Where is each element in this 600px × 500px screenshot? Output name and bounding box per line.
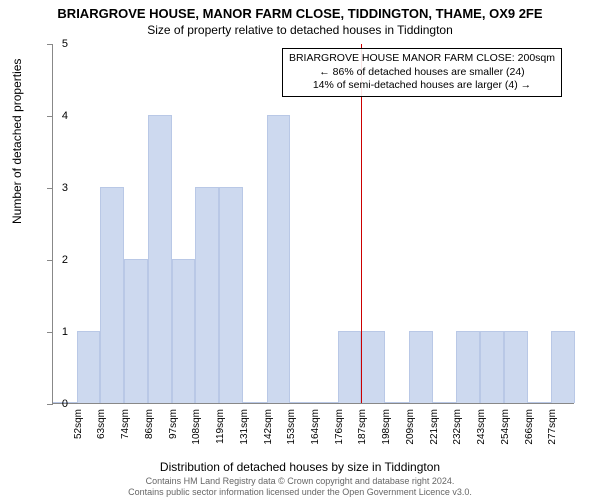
- bar: [243, 402, 267, 403]
- bar: [338, 331, 362, 403]
- x-tick-label: 131sqm: [239, 409, 250, 445]
- bar: [361, 331, 385, 403]
- bar: [124, 259, 148, 403]
- chart-container: BRIARGROVE HOUSE, MANOR FARM CLOSE, TIDD…: [0, 0, 600, 500]
- bar: [290, 402, 314, 403]
- footer-line2: Contains public sector information licen…: [0, 487, 600, 498]
- bar: [456, 331, 480, 403]
- plot-wrap: 52sqm63sqm74sqm86sqm97sqm108sqm119sqm131…: [52, 44, 574, 404]
- bar: [195, 187, 219, 403]
- x-tick-label: 108sqm: [191, 409, 202, 445]
- bar: [433, 402, 457, 403]
- y-tick-label: 4: [48, 110, 68, 122]
- bar: [385, 402, 409, 403]
- bar: [172, 259, 196, 403]
- marker-line: [361, 44, 362, 403]
- x-tick-label: 277sqm: [547, 409, 558, 445]
- x-tick-label: 187sqm: [357, 409, 368, 445]
- bar: [504, 331, 528, 403]
- chart-subtitle: Size of property relative to detached ho…: [0, 21, 600, 41]
- x-tick-label: 243sqm: [476, 409, 487, 445]
- x-tick-label: 74sqm: [120, 409, 131, 439]
- x-tick-label: 209sqm: [405, 409, 416, 445]
- bar: [480, 331, 504, 403]
- x-tick-label: 232sqm: [452, 409, 463, 445]
- x-tick-label: 164sqm: [310, 409, 321, 445]
- x-tick-label: 153sqm: [286, 409, 297, 445]
- x-tick-label: 52sqm: [73, 409, 84, 439]
- bar: [551, 331, 575, 403]
- x-axis-label: Distribution of detached houses by size …: [0, 460, 600, 474]
- x-tick-label: 266sqm: [524, 409, 535, 445]
- footer: Contains HM Land Registry data © Crown c…: [0, 476, 600, 498]
- bar: [409, 331, 433, 403]
- footer-line1: Contains HM Land Registry data © Crown c…: [0, 476, 600, 487]
- y-tick-label: 5: [48, 38, 68, 50]
- bar: [314, 402, 338, 403]
- bar: [528, 402, 552, 403]
- annotation-box: BRIARGROVE HOUSE MANOR FARM CLOSE: 200sq…: [282, 48, 562, 97]
- y-tick-label: 2: [48, 254, 68, 266]
- chart-title: BRIARGROVE HOUSE, MANOR FARM CLOSE, TIDD…: [0, 0, 600, 21]
- x-tick-label: 142sqm: [263, 409, 274, 445]
- x-tick-label: 254sqm: [500, 409, 511, 445]
- x-tick-label: 86sqm: [144, 409, 155, 439]
- annotation-line3: 14% of semi-detached houses are larger (…: [289, 79, 555, 93]
- bar: [219, 187, 243, 403]
- y-axis-label: Number of detached properties: [10, 59, 24, 224]
- x-tick-label: 97sqm: [168, 409, 179, 439]
- bar: [100, 187, 124, 403]
- x-tick-label: 198sqm: [381, 409, 392, 445]
- x-tick-label: 119sqm: [215, 409, 226, 444]
- x-tick-label: 176sqm: [334, 409, 345, 445]
- bar: [148, 115, 172, 403]
- bar: [77, 331, 101, 403]
- bar: [267, 115, 291, 403]
- x-tick-label: 221sqm: [429, 409, 440, 445]
- y-tick-label: 0: [48, 398, 68, 410]
- y-tick-label: 1: [48, 326, 68, 338]
- annotation-line1: BRIARGROVE HOUSE MANOR FARM CLOSE: 200sq…: [289, 52, 555, 66]
- y-tick-label: 3: [48, 182, 68, 194]
- annotation-line2: ← 86% of detached houses are smaller (24…: [289, 66, 555, 80]
- x-tick-label: 63sqm: [96, 409, 107, 439]
- plot-area: 52sqm63sqm74sqm86sqm97sqm108sqm119sqm131…: [52, 44, 574, 404]
